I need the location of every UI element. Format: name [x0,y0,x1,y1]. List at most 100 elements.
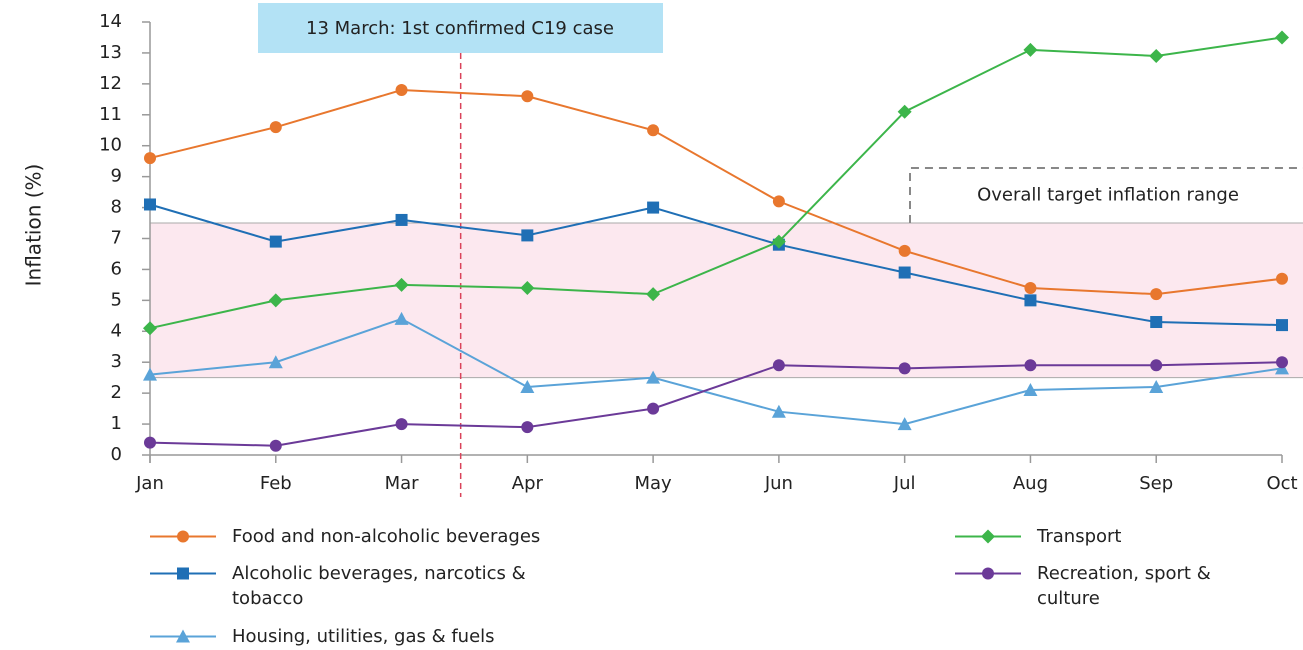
marker [144,152,156,165]
marker [646,370,661,384]
target-band [150,223,1303,378]
legend-swatch [955,567,1021,580]
y-tick-label: 13 [99,42,122,63]
legend-label: Alcoholic beverages, narcotics & tobacco [232,563,526,609]
marker [772,195,785,208]
x-tick-label: Feb [260,473,292,494]
marker [1023,42,1038,57]
y-tick-label: 8 [111,197,122,218]
marker [898,244,911,257]
legend-label: Housing, utilities, gas & fuels [232,626,495,647]
marker [394,311,409,325]
x-tick-label: Sep [1139,473,1173,494]
x-tick-label: Oct [1266,473,1297,494]
marker [395,418,408,431]
marker [772,359,785,372]
series-line [149,317,1283,426]
y-tick-label: 2 [111,382,122,403]
y-tick-label: 1 [111,413,122,434]
marker [1150,288,1163,301]
marker [144,198,156,211]
marker [771,234,786,249]
event-label-box [258,3,663,53]
legend-swatch [150,567,216,580]
legend-label: Food and non-alcoholic beverages [232,526,541,547]
marker [269,121,282,134]
target-label: Overall target inflation range [977,185,1239,206]
legend-item: Food and non-alcoholic beverages [150,524,632,549]
marker [1023,383,1038,397]
series-line [149,36,1283,330]
y-tick-label: 3 [111,351,122,372]
marker [395,213,408,226]
marker [1275,30,1289,45]
x-tick-label: Jul [893,473,916,494]
marker [898,362,911,375]
marker [521,229,534,242]
marker [143,367,157,381]
y-axis-label: Inflation (%) [22,164,46,287]
marker [1149,379,1164,393]
marker [521,90,534,103]
marker [1024,281,1037,294]
x-tick-label: Jun [764,473,793,494]
y-tick-label: 6 [111,258,122,279]
marker [647,124,660,137]
marker [268,355,283,369]
marker [177,567,189,580]
legend-swatch [955,529,1021,544]
x-tick-label: Aug [1013,473,1048,494]
y-tick-label: 9 [111,166,122,187]
marker [1276,319,1288,332]
marker [1024,294,1037,307]
marker [898,266,911,279]
y-tick-label: 7 [111,228,122,249]
y-tick-label: 12 [99,73,122,94]
marker [269,235,282,248]
y-tick-label: 11 [99,104,122,125]
x-tick-label: Mar [385,473,420,494]
marker [144,436,156,449]
legend-item: Transport [955,524,1303,549]
y-tick-label: 10 [99,135,122,156]
marker [647,402,660,415]
marker [771,404,786,418]
marker [982,567,994,580]
legend-label: Recreation, sport & culture [1037,563,1211,609]
marker [394,277,409,292]
marker [981,529,995,544]
series-line [149,203,1283,327]
marker [143,321,157,336]
marker [176,629,190,643]
x-tick-label: Apr [512,473,544,494]
marker [897,104,912,119]
event-label: 13 March: 1st confirmed C19 case [306,18,614,39]
x-tick-label: Jan [135,473,164,494]
marker [897,417,912,431]
x-tick-label: May [635,473,673,494]
marker [647,201,660,214]
y-tick-label: 5 [111,289,122,310]
marker [1024,359,1037,372]
legend-label: Transport [1037,526,1122,547]
legend-item: Alcoholic beverages, narcotics & tobacco [150,561,562,611]
marker [269,439,282,452]
series-line [149,361,1283,447]
series-line [149,89,1283,296]
target-label-box [909,167,1303,224]
y-tick-label: 14 [99,11,122,32]
marker [646,287,661,302]
marker [1276,356,1288,369]
marker [1150,359,1163,372]
marker [1276,272,1288,285]
legend-swatch [150,629,216,643]
marker [520,379,535,393]
y-tick-label: 4 [111,320,122,341]
marker [1149,49,1164,64]
y-tick-label: 0 [111,444,122,465]
marker [395,84,408,97]
legend-item: Housing, utilities, gas & fuels [150,624,632,649]
marker [268,293,283,308]
